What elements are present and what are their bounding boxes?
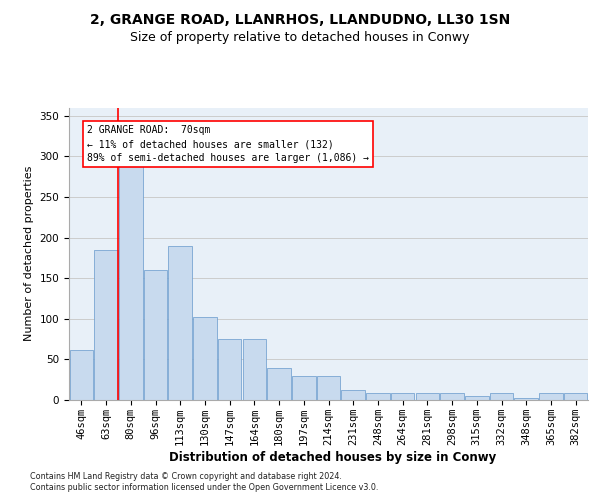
Bar (465, 396, 488, 400)
Bar (440, 392, 464, 400)
Bar (242, 339, 266, 400)
Bar (70, 350, 93, 400)
Bar (144, 270, 167, 400)
Bar (391, 392, 415, 400)
Bar (366, 392, 389, 400)
Bar (490, 392, 513, 400)
Text: 2, GRANGE ROAD, LLANRHOS, LLANDUDNO, LL30 1SN: 2, GRANGE ROAD, LLANRHOS, LLANDUDNO, LL3… (90, 12, 510, 26)
Bar (218, 339, 241, 400)
Y-axis label: Number of detached properties: Number of detached properties (24, 166, 34, 342)
Text: 2 GRANGE ROAD:  70sqm
← 11% of detached houses are smaller (132)
89% of semi-det: 2 GRANGE ROAD: 70sqm ← 11% of detached h… (87, 126, 369, 164)
Text: Size of property relative to detached houses in Conwy: Size of property relative to detached ho… (130, 31, 470, 44)
Bar (193, 317, 217, 400)
Bar (341, 390, 365, 400)
Bar (539, 392, 563, 400)
Bar (564, 392, 587, 400)
Bar (94, 250, 118, 400)
Bar (317, 376, 340, 400)
Bar (416, 392, 439, 400)
Text: Contains public sector information licensed under the Open Government Licence v3: Contains public sector information licen… (30, 483, 379, 492)
Bar (119, 132, 143, 400)
Bar (292, 376, 316, 400)
Text: Distribution of detached houses by size in Conwy: Distribution of detached houses by size … (169, 451, 497, 464)
Bar (268, 368, 291, 400)
Text: Contains HM Land Registry data © Crown copyright and database right 2024.: Contains HM Land Registry data © Crown c… (30, 472, 342, 481)
Bar (169, 246, 192, 400)
Bar (514, 398, 538, 400)
